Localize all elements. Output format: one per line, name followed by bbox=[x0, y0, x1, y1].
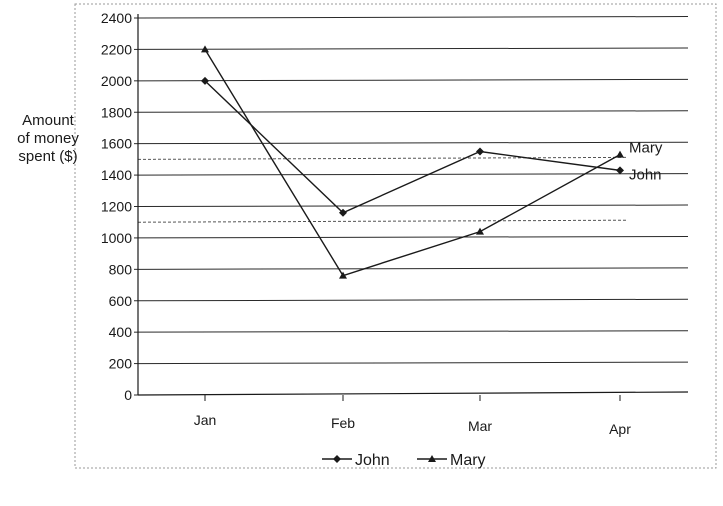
x-tick-label: Apr bbox=[609, 421, 631, 437]
axes bbox=[134, 14, 689, 401]
y-tick-label: 0 bbox=[124, 387, 132, 403]
gridline bbox=[137, 110, 689, 113]
x-tick-label: Feb bbox=[331, 415, 355, 431]
y-tick-label: 400 bbox=[109, 324, 133, 340]
data-point-john bbox=[476, 147, 484, 156]
gridline bbox=[137, 78, 689, 82]
gridline bbox=[137, 16, 689, 19]
series-line-mary bbox=[204, 49, 621, 277]
series-john bbox=[201, 76, 624, 217]
data-point-mary bbox=[339, 271, 347, 279]
gridline bbox=[137, 141, 689, 145]
y-tick-label: 1400 bbox=[101, 167, 132, 183]
series-lines bbox=[201, 45, 624, 279]
legend-item-john: John bbox=[322, 452, 390, 469]
series-end-label-mary: Mary bbox=[629, 140, 663, 157]
legend-label: John bbox=[355, 452, 390, 469]
gridline bbox=[137, 330, 689, 333]
y-tick-label: 600 bbox=[109, 293, 133, 309]
gridline bbox=[137, 204, 689, 207]
chart-border bbox=[74, 3, 717, 469]
x-tick-label: Jan bbox=[194, 412, 217, 428]
x-axis bbox=[137, 391, 689, 396]
y-tick-label: 800 bbox=[109, 261, 133, 277]
gridline bbox=[137, 173, 689, 176]
gridline bbox=[137, 267, 689, 270]
y-tick-label: 2000 bbox=[101, 73, 132, 89]
legend-swatch-marker bbox=[333, 455, 341, 463]
series-end-label-john: John bbox=[629, 166, 662, 183]
data-point-john bbox=[201, 76, 209, 85]
data-point-john bbox=[339, 208, 347, 217]
data-point-mary bbox=[476, 227, 484, 235]
y-tick-labels: 0 200 400 600 800 1000 1200 1400 1600 1800 2000 220… bbox=[101, 10, 132, 403]
y-axis-label-line-1: Amount bbox=[22, 112, 74, 129]
y-axis-label: Amount of money spent ($) bbox=[6, 112, 90, 166]
series-end-labels: John Mary bbox=[629, 140, 663, 184]
dashed-reference-line bbox=[137, 219, 629, 223]
gridlines bbox=[137, 16, 689, 365]
y-tick-label: 2200 bbox=[101, 41, 132, 57]
y-tick-label: 1200 bbox=[101, 199, 132, 215]
data-point-mary bbox=[201, 45, 209, 53]
legend-swatch-marker bbox=[428, 455, 436, 462]
data-point-mary bbox=[616, 150, 624, 158]
series-line-john bbox=[204, 80, 621, 214]
y-tick-label: 1000 bbox=[101, 230, 132, 246]
y-tick-label: 1600 bbox=[101, 136, 132, 152]
y-axis-label-line-3: spent ($) bbox=[18, 148, 78, 165]
gridline bbox=[137, 47, 689, 50]
gridline bbox=[137, 235, 689, 239]
y-tick-label: 200 bbox=[109, 356, 133, 372]
gridline bbox=[137, 361, 689, 365]
legend: John Mary bbox=[322, 452, 486, 469]
x-tick-labels: Jan Feb Mar Apr bbox=[194, 412, 632, 437]
gridline bbox=[137, 298, 689, 302]
legend-item-mary: Mary bbox=[417, 452, 486, 469]
y-axis-label-line-2: of money bbox=[17, 130, 79, 147]
y-tick-label: 2400 bbox=[101, 10, 132, 26]
series-mary bbox=[201, 45, 624, 279]
dashed-reference-line bbox=[137, 156, 629, 160]
y-tick-label: 1800 bbox=[101, 104, 132, 120]
legend-label: Mary bbox=[450, 452, 486, 469]
data-point-john bbox=[616, 166, 624, 175]
x-tick-label: Mar bbox=[468, 418, 492, 434]
